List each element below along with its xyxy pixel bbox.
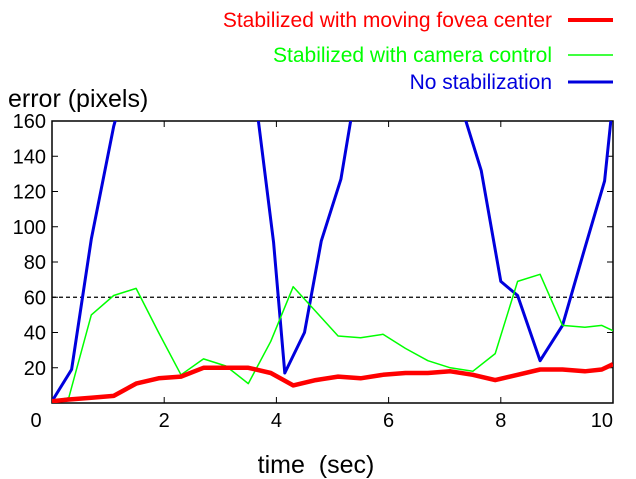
series-line-fovea [52,362,613,403]
x-tick-label: 8 [495,410,506,432]
x-axis-title: time (sec) [258,451,375,479]
y-tick-label: 80 [24,252,46,274]
legend: Stabilized with moving fovea center Stab… [223,9,613,94]
series-line-none [52,121,613,402]
x-tick-label: 2 [159,410,170,432]
y-tick-label: 140 [13,146,46,168]
x-tick-label: 4 [271,410,282,432]
x-tick-label: 10 [591,410,613,432]
y-tick-label: 20 [24,358,46,380]
y-tick-label: 40 [24,323,46,345]
x-tick-label: 0 [30,410,41,432]
y-tick-label: 120 [13,182,46,204]
series-line-camera [52,273,613,402]
legend-label-none: No stabilization [410,71,552,94]
y-tick-label: 100 [13,217,46,239]
plot-frame [51,120,614,404]
y-axis-title: error (pixels) [8,85,148,113]
x-tick-label: 6 [383,410,394,432]
plot-area: 20 40 60 80 100 120 140 160 0 2 4 6 8 10 [13,111,614,432]
legend-label-fovea: Stabilized with moving fovea center [223,9,552,32]
y-tick-label: 160 [13,111,46,133]
y-tick-label: 60 [24,287,46,309]
legend-label-camera: Stabilized with camera control [273,44,552,67]
